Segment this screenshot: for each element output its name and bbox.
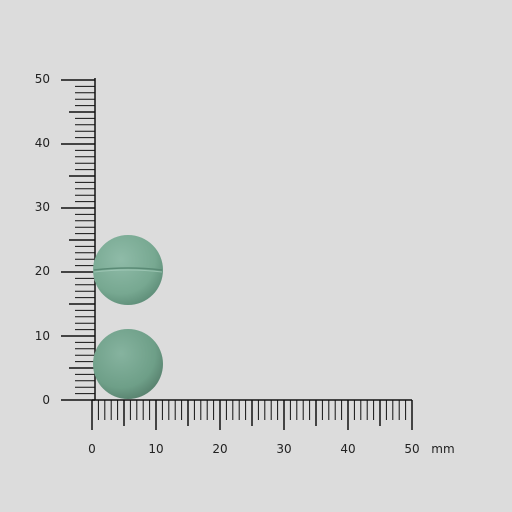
y-label-50: 50	[35, 72, 50, 86]
vertical-ruler	[61, 78, 96, 401]
y-axis-labels: 0 10 20 30 40 50	[35, 72, 50, 407]
unit-label: mm	[431, 442, 454, 456]
x-label-40: 40	[340, 442, 355, 456]
x-axis-labels: 0 10 20 30 40 50 mm	[88, 442, 455, 456]
x-label-50: 50	[404, 442, 419, 456]
y-label-0: 0	[42, 393, 50, 407]
x-label-0: 0	[88, 442, 96, 456]
horizontal-ruler	[91, 399, 413, 430]
lower-tablet	[93, 329, 163, 399]
y-label-30: 30	[35, 200, 50, 214]
x-label-10: 10	[148, 442, 163, 456]
y-label-40: 40	[35, 136, 50, 150]
y-label-10: 10	[35, 329, 50, 343]
x-label-20: 20	[212, 442, 227, 456]
upper-tablet	[93, 235, 163, 305]
y-label-20: 20	[35, 264, 50, 278]
x-label-30: 30	[276, 442, 291, 456]
score-line	[93, 267, 163, 271]
